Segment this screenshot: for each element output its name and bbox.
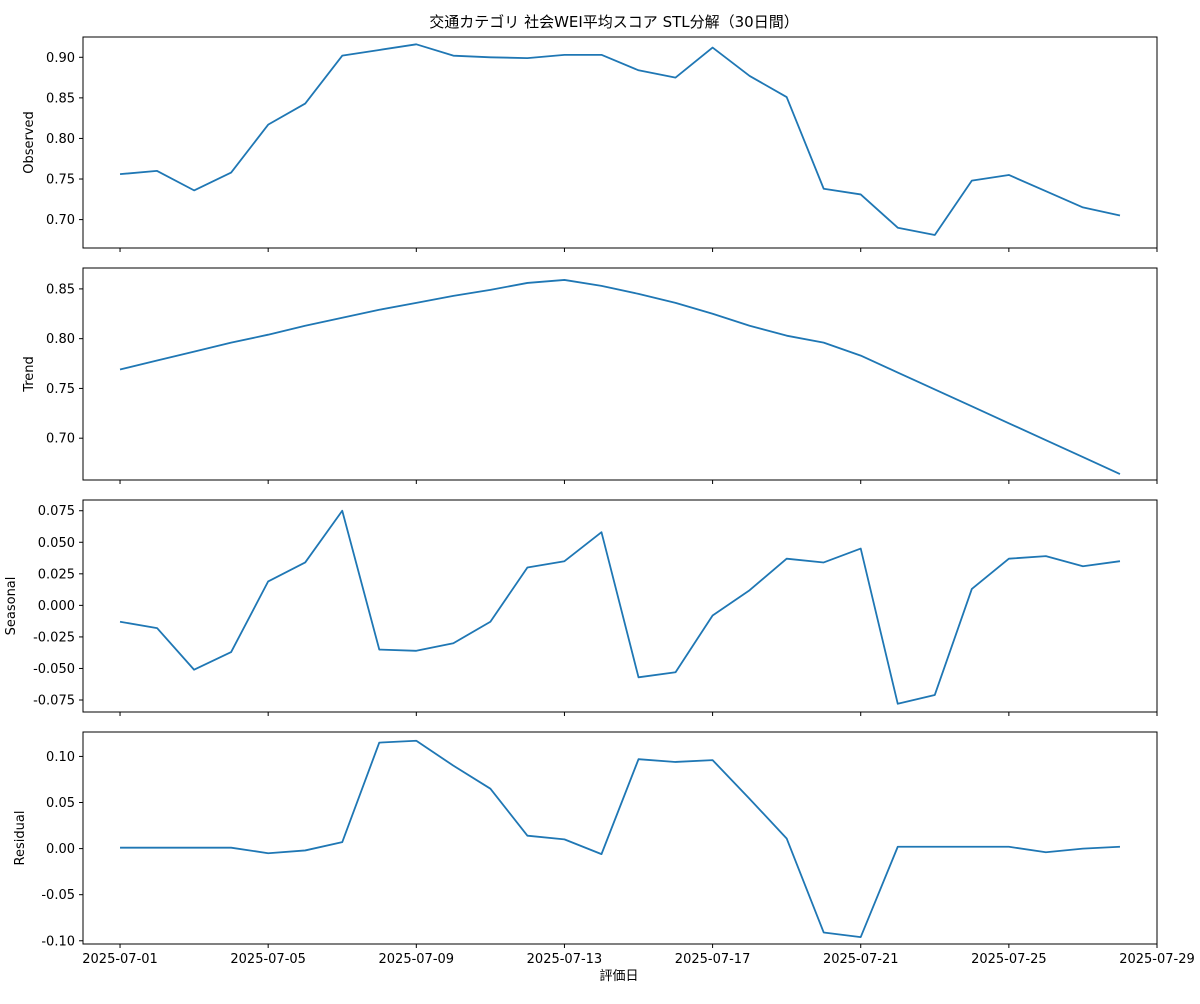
panel-residual: -0.10 -0.05 0.00 0.05 0.10 2025-07-01 2025-07-… bbox=[13, 731, 1195, 967]
panel-observed: 0.70 0.75 0.80 0.85 0.90 Observed bbox=[22, 36, 1158, 252]
series-line-seasonal bbox=[119, 509, 1121, 705]
y-tick-label: 0.80 bbox=[46, 132, 75, 147]
y-tick-label: 0.90 bbox=[46, 51, 75, 66]
x-tick-label: 2025-07-09 bbox=[379, 952, 455, 967]
x-tick-label: 2025-07-29 bbox=[1119, 952, 1195, 967]
y-tick-label: 0.000 bbox=[38, 599, 75, 614]
y-axis-label: Observed bbox=[22, 111, 37, 174]
series-line-residual bbox=[120, 739, 1121, 938]
y-tick-label: 0.05 bbox=[46, 796, 75, 811]
x-axis-label: 評価日 bbox=[599, 969, 638, 984]
y-tick-label: 0.85 bbox=[46, 282, 75, 297]
y-tick-label: -0.075 bbox=[33, 694, 75, 709]
y-tick-label: 0.050 bbox=[38, 536, 75, 551]
y-tick-label: 0.70 bbox=[46, 432, 75, 447]
y-tick-label: 0.025 bbox=[38, 567, 75, 582]
y-tick-label: 0.075 bbox=[38, 504, 75, 519]
y-tick-label: 0.85 bbox=[46, 91, 75, 106]
y-tick-label: -0.050 bbox=[33, 662, 75, 677]
x-tick-label: 2025-07-25 bbox=[971, 952, 1047, 967]
y-axis-label: Residual bbox=[13, 811, 28, 866]
x-tick-label: 2025-07-21 bbox=[823, 952, 899, 967]
y-tick-label: -0.025 bbox=[33, 630, 75, 645]
y-tick-label: -0.05 bbox=[41, 888, 75, 903]
plot-frame bbox=[82, 731, 1158, 945]
y-axis-label: Seasonal bbox=[4, 577, 19, 636]
series-line-trend bbox=[119, 279, 1121, 475]
plot-frame bbox=[82, 267, 1158, 481]
x-tick-label: 2025-07-05 bbox=[230, 952, 306, 967]
chart-title: 交通カテゴリ 社会WEI平均スコア STL分解（30日間） bbox=[429, 13, 798, 31]
x-tick-label: 2025-07-01 bbox=[82, 952, 158, 967]
y-tick-label: 0.75 bbox=[46, 382, 75, 397]
x-tick-label: 2025-07-13 bbox=[527, 952, 603, 967]
panel-trend: 0.70 0.75 0.80 0.85 Trend bbox=[22, 267, 1158, 484]
x-tick-label: 2025-07-17 bbox=[675, 952, 751, 967]
y-tick-label: 0.10 bbox=[46, 750, 75, 765]
plot-frame bbox=[82, 36, 1158, 249]
y-axis-label: Trend bbox=[22, 356, 37, 393]
y-tick-label: 0.75 bbox=[46, 173, 75, 188]
y-tick-label: 0.70 bbox=[46, 213, 75, 228]
y-tick-label: 0.80 bbox=[46, 332, 75, 347]
y-tick-label: 0.00 bbox=[46, 842, 75, 857]
plot-frame bbox=[82, 499, 1158, 713]
series-line-observed bbox=[119, 43, 1121, 236]
panel-seasonal: -0.075 -0.050 -0.025 0.000 0.025 0.050 0.075 Se… bbox=[4, 499, 1158, 716]
y-tick-label: -0.10 bbox=[41, 934, 75, 949]
